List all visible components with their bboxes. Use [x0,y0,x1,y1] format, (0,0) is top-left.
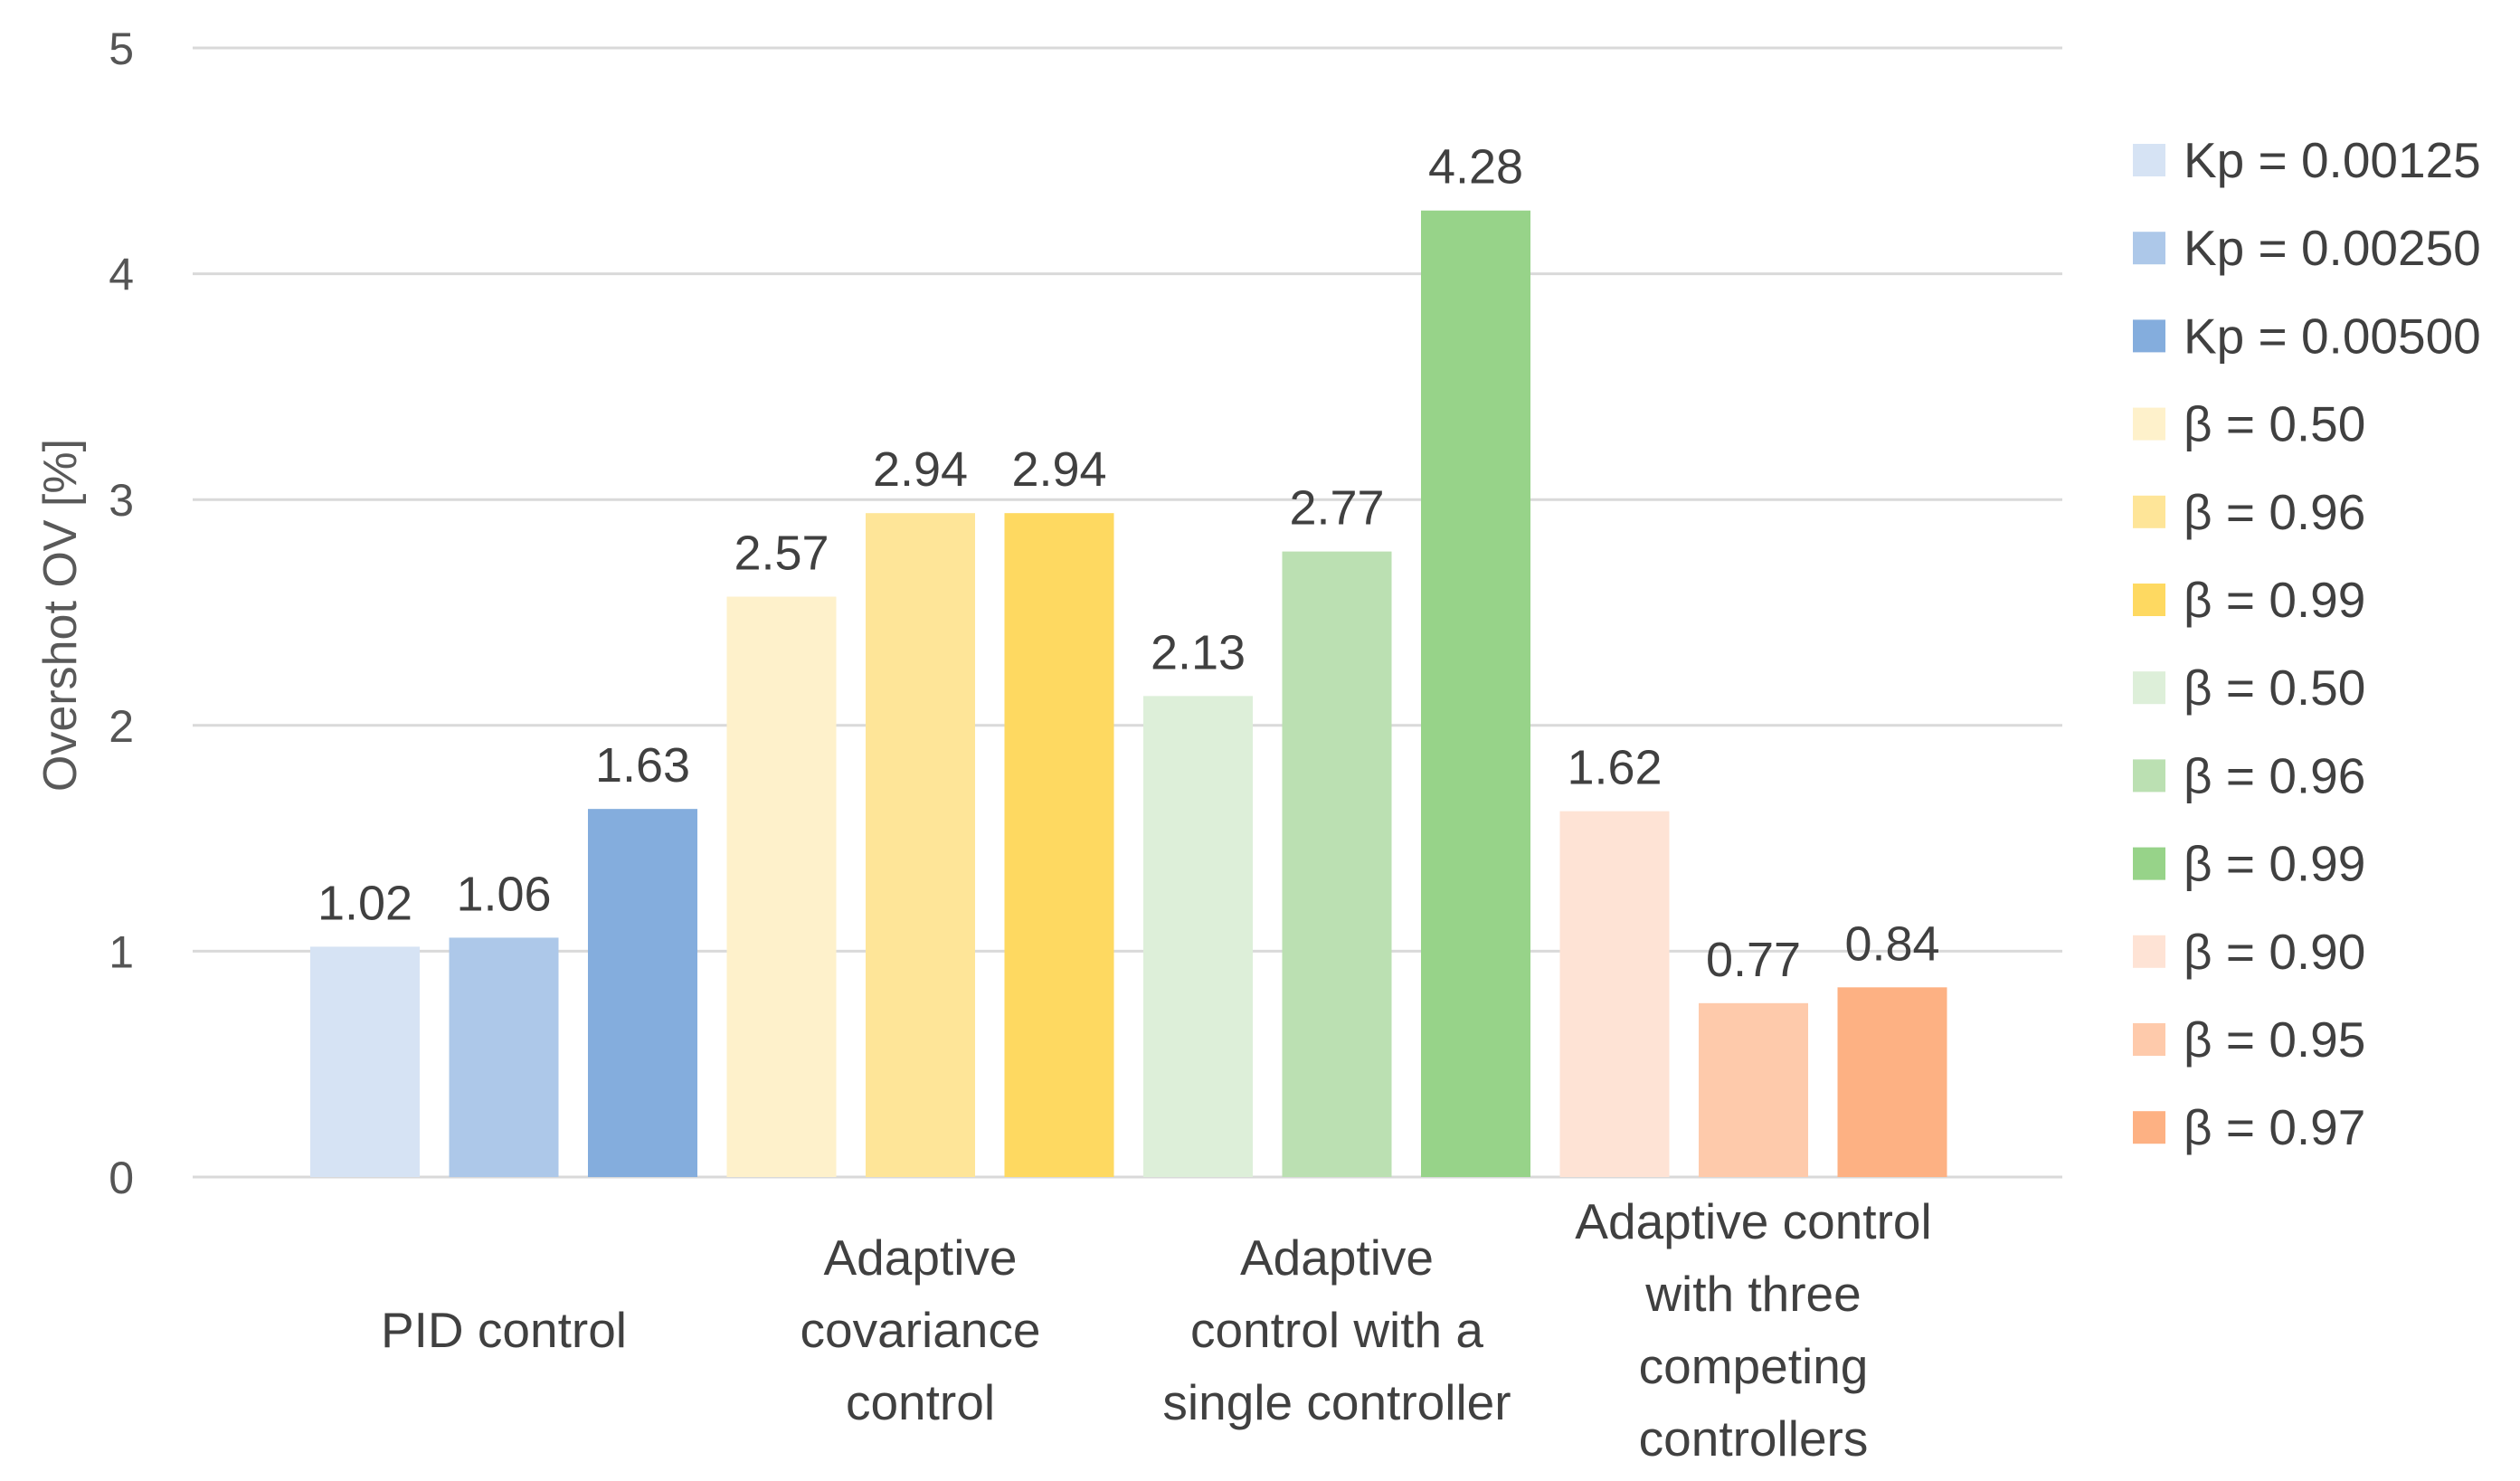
category-label: PID control [381,1302,627,1358]
legend-swatch [2133,144,2165,176]
category-label-line: Adaptive control [1575,1193,1931,1249]
data-labels: 1.02 1.06 1.63 2.57 2.94 2.94 2.13 2.77 4.28 1.62… [317,140,1940,987]
legend-swatch [2133,759,2165,793]
category-label-line: Adaptive [823,1229,1017,1286]
category-label-line: controllers [1639,1410,1869,1467]
bar [726,596,837,1177]
legend: Kp = 0.00125 Kp = 0.00250 Kp = 0.00500 β = … [2133,132,2481,1155]
data-label: 2.94 [873,442,968,497]
category-label-line: single controller [1162,1374,1511,1430]
legend-swatch [2133,495,2165,528]
legend-label: β = 0.50 [2184,660,2365,716]
data-label: 1.63 [595,738,690,793]
data-label: 2.77 [1289,481,1384,536]
legend-swatch [2133,232,2165,265]
data-label: 0.77 [1706,933,1801,987]
y-axis-title: Overshot OV [%] [34,439,87,792]
y-tick-label: 1 [109,926,134,977]
legend-label: β = 0.95 [2184,1011,2365,1068]
bar [310,946,420,1177]
legend-swatch [2133,1023,2165,1056]
legend-label: β = 0.99 [2184,836,2365,892]
legend-swatch [2133,319,2165,353]
bars [310,210,1947,1177]
y-tick-label: 4 [109,250,134,300]
category-label: Adaptive control with three competing contr… [1575,1193,1931,1467]
bar [588,809,697,1177]
category-label-line: with three [1644,1266,1861,1322]
bar [1143,696,1253,1177]
category-label-line: control with a [1190,1302,1483,1358]
bar [1421,210,1530,1177]
y-tick-label: 2 [109,701,134,752]
data-label: 2.13 [1151,625,1246,679]
legend-label: β = 0.96 [2184,484,2365,540]
legend-label: β = 0.90 [2184,924,2365,980]
data-label: 4.28 [1428,140,1523,195]
data-label: 2.94 [1011,442,1106,497]
legend-swatch [2133,935,2165,968]
legend-label: β = 0.50 [2184,396,2365,452]
legend-swatch [2133,847,2165,880]
bar [1282,551,1392,1177]
bar [1004,513,1114,1177]
category-label: Adaptive covariance control [801,1229,1041,1430]
legend-label: β = 0.96 [2184,747,2365,803]
y-tick-label: 0 [109,1153,134,1203]
legend-label: β = 0.99 [2184,572,2365,628]
bar [866,513,975,1177]
bar [1559,811,1670,1177]
data-label: 0.84 [1844,916,1939,971]
y-axis-ticks: 0 1 2 3 4 5 [109,24,134,1203]
bar [1699,1002,1808,1177]
legend-label: Kp = 0.00500 [2184,308,2481,364]
legend-swatch [2133,407,2165,441]
bar [1837,987,1947,1177]
category-label: Adaptive control with a single controller [1162,1229,1511,1430]
legend-label: Kp = 0.00250 [2184,220,2481,276]
y-tick-label: 3 [109,475,134,526]
data-label: 1.06 [456,867,551,921]
legend-swatch [2133,584,2165,616]
bar [449,937,559,1177]
data-label: 2.57 [734,527,829,581]
data-label: 1.02 [317,876,412,930]
legend-label: Kp = 0.00125 [2184,132,2481,188]
y-tick-label: 5 [109,24,134,74]
category-label-line: PID control [381,1302,627,1358]
data-label: 1.62 [1567,741,1662,795]
category-label-line: competing [1639,1338,1869,1394]
category-label-line: covariance [801,1302,1041,1358]
category-label-line: control [846,1374,995,1430]
category-label-line: Adaptive [1240,1229,1434,1286]
legend-label: β = 0.97 [2184,1099,2365,1155]
legend-swatch [2133,1111,2165,1144]
legend-swatch [2133,671,2165,705]
